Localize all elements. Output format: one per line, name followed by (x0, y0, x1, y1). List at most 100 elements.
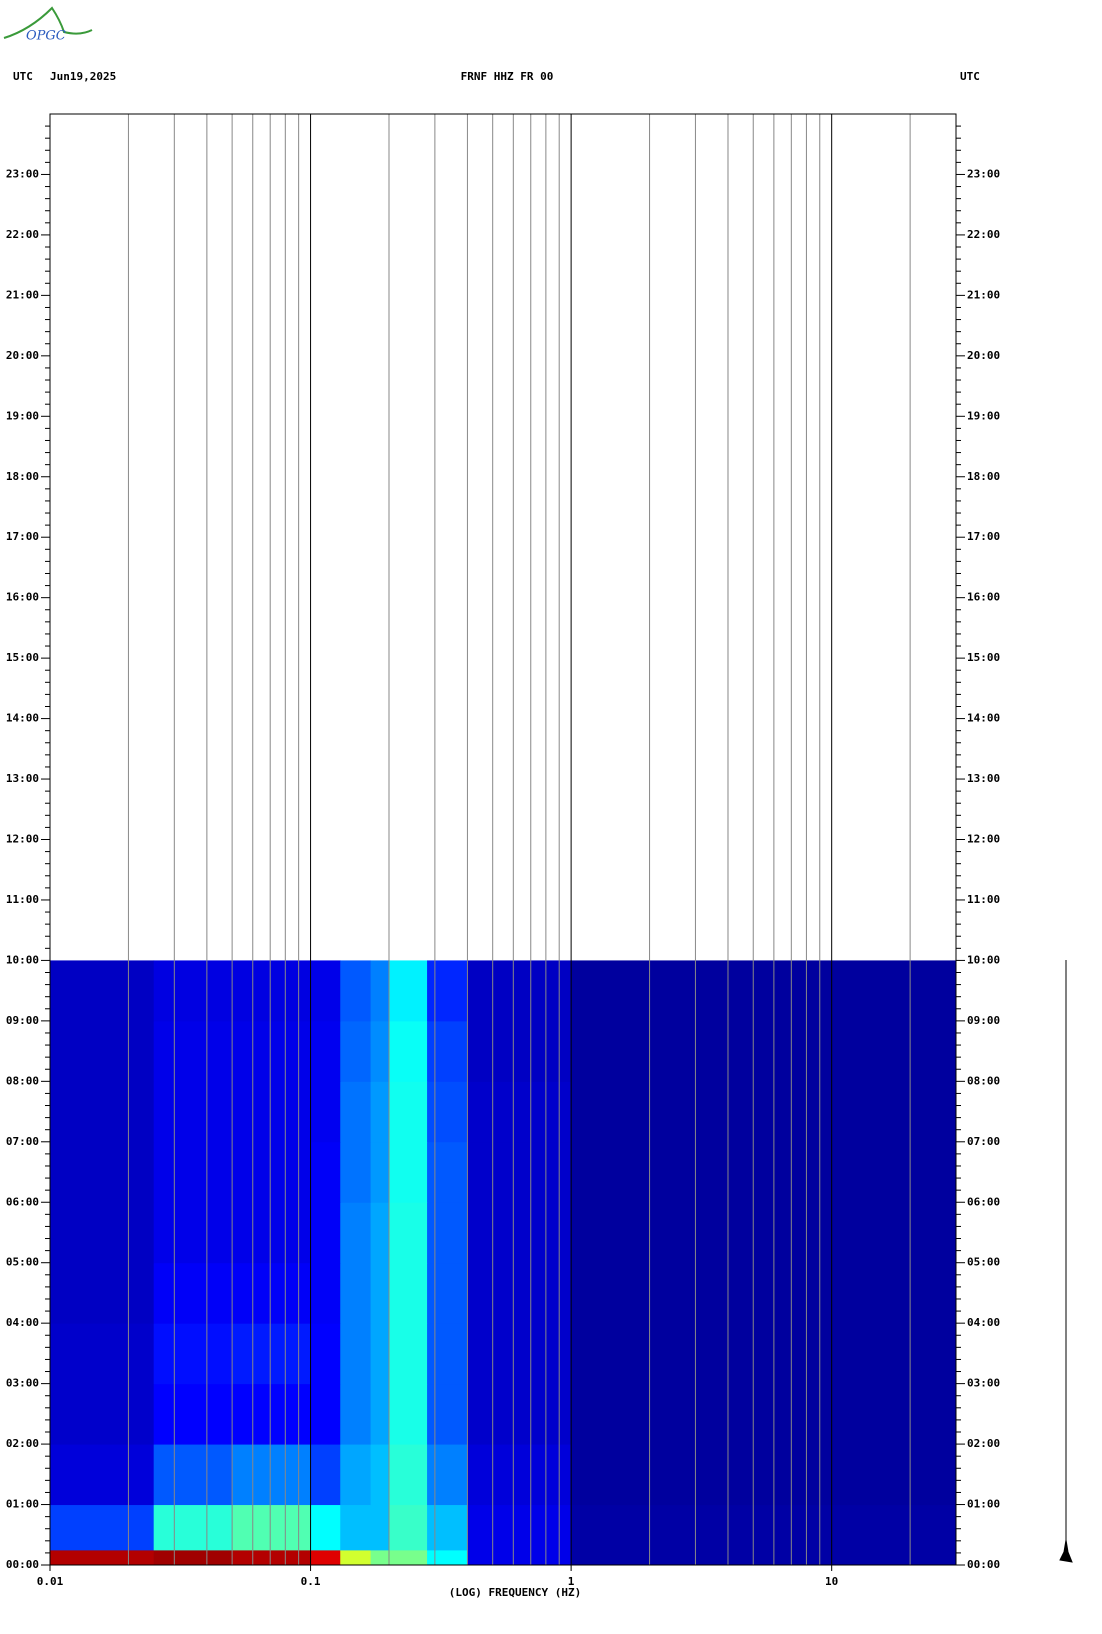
cell (232, 1020, 312, 1082)
cell (467, 960, 572, 1022)
cell (370, 1549, 390, 1566)
y-tick-label: 17:00 (6, 530, 39, 543)
cell (232, 1444, 312, 1506)
y-tick-label: 16:00 (6, 591, 39, 604)
y-tick-label: 23:00 (6, 167, 39, 180)
x-tick-label: 10 (825, 1575, 838, 1588)
x-axis-label: (LOG) FREQUENCY (HZ) (449, 1586, 581, 1599)
cell (427, 1444, 468, 1506)
cell (467, 1323, 572, 1385)
cell (153, 1383, 233, 1445)
cell (571, 1262, 957, 1324)
cell (370, 1323, 390, 1385)
cell (427, 1262, 468, 1324)
y-tick-label: 08:00 (6, 1074, 39, 1087)
cell (370, 1141, 390, 1203)
y-tick-label-right: 07:00 (967, 1135, 1000, 1148)
cell (310, 1444, 341, 1506)
logo: OPGC (26, 29, 66, 44)
y-tick-label-right: 02:00 (967, 1437, 1000, 1450)
cell (310, 1202, 341, 1264)
cell (153, 1262, 233, 1324)
cell (571, 1141, 957, 1203)
cell (388, 1020, 428, 1082)
y-tick-label-right: 12:00 (967, 833, 1000, 846)
cell (153, 1444, 233, 1506)
cell (370, 1504, 390, 1551)
cell (467, 1504, 572, 1551)
cell (388, 1383, 428, 1445)
cell (370, 1081, 390, 1143)
cell (50, 1323, 155, 1385)
cell (50, 1444, 155, 1506)
cell (571, 1383, 957, 1445)
cell (232, 1081, 312, 1143)
cell (153, 1549, 233, 1566)
cell (340, 1202, 372, 1264)
cell (571, 960, 957, 1022)
cell (340, 1262, 372, 1324)
y-tick-label-right: 20:00 (967, 349, 1000, 362)
cell (310, 1549, 341, 1566)
cell (340, 1081, 372, 1143)
chart-title: FRNF HHZ FR 00 (461, 70, 554, 83)
cell (388, 1323, 428, 1385)
cell (427, 1323, 468, 1385)
y-tick-label: 09:00 (6, 1014, 39, 1027)
cell (388, 1444, 428, 1506)
cell (153, 1141, 233, 1203)
cell (370, 1262, 390, 1324)
cell (50, 1202, 155, 1264)
cell (370, 1444, 390, 1506)
logo-mark (3, 6, 93, 39)
y-tick-label-right: 19:00 (967, 409, 1000, 422)
cell (467, 1020, 572, 1082)
cell (467, 1444, 572, 1506)
cell (427, 1504, 468, 1551)
y-tick-label-right: 08:00 (967, 1074, 1000, 1087)
y-tick-label-right: 16:00 (967, 591, 1000, 604)
cell (50, 1141, 155, 1203)
cell (153, 1504, 233, 1551)
right-label: UTC (960, 70, 980, 83)
cell (153, 1323, 233, 1385)
cell (310, 1504, 341, 1551)
cell (50, 1081, 155, 1143)
y-tick-label: 18:00 (6, 470, 39, 483)
y-tick-label-right: 15:00 (967, 651, 1000, 664)
y-tick-label-right: 10:00 (967, 953, 1000, 966)
x-tick-label: 0.1 (301, 1575, 321, 1588)
y-tick-label: 13:00 (6, 772, 39, 785)
cell (50, 1020, 155, 1082)
y-tick-label: 02:00 (6, 1437, 39, 1450)
y-tick-label-right: 11:00 (967, 893, 1000, 906)
y-tick-label: 06:00 (6, 1195, 39, 1208)
y-tick-label: 20:00 (6, 349, 39, 362)
cell (571, 1323, 957, 1385)
cell (571, 1504, 957, 1551)
cell (153, 1202, 233, 1264)
cell (310, 1323, 341, 1385)
y-tick-label-right: 06:00 (967, 1195, 1000, 1208)
cell (340, 1323, 372, 1385)
cell (388, 960, 428, 1022)
cell (310, 960, 341, 1022)
cell (388, 1504, 428, 1551)
cell (50, 960, 155, 1022)
y-tick-label: 01:00 (6, 1498, 39, 1511)
cell (340, 960, 372, 1022)
cell (571, 1202, 957, 1264)
y-tick-label-right: 17:00 (967, 530, 1000, 543)
y-tick-label: 15:00 (6, 651, 39, 664)
x-tick-label: 1 (568, 1575, 575, 1588)
y-tick-label-right: 00:00 (967, 1558, 1000, 1571)
cell (50, 1262, 155, 1324)
y-tick-label-right: 21:00 (967, 288, 1000, 301)
x-tick-label: 0.01 (37, 1575, 64, 1588)
left-label: UTC (13, 70, 33, 83)
cell (467, 1081, 572, 1143)
cell (232, 1202, 312, 1264)
cell (232, 1141, 312, 1203)
y-tick-label: 07:00 (6, 1135, 39, 1148)
